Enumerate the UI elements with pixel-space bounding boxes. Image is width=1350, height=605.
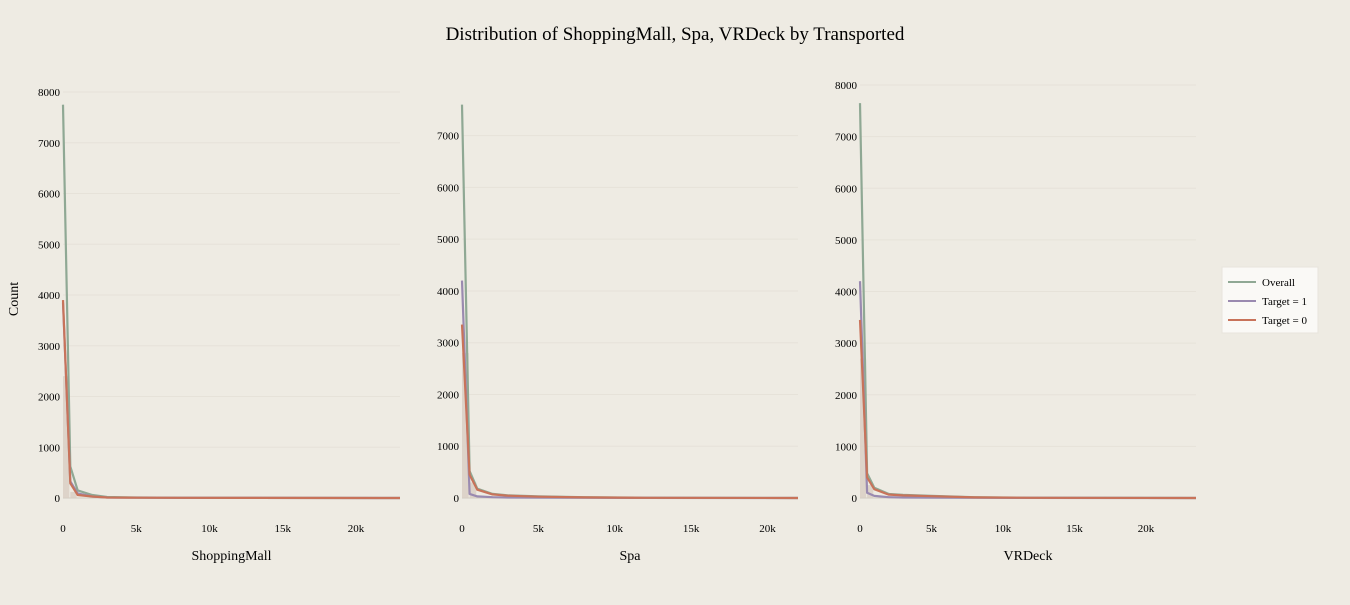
- y-tick-label: 0: [852, 493, 858, 505]
- y-tick-label: 3000: [835, 338, 858, 350]
- x-tick-label: 20k: [348, 523, 365, 535]
- subplot-shoppingmall: 0 1000 2000 3000 4000 5000 6000 7000 8000 0 5k 10k 1…: [38, 87, 401, 564]
- subplot-vrdeck: 0 1000 2000 3000 4000 5000 6000 7000 8000 0 5k 10k 1…: [835, 80, 1197, 564]
- y-tick-label: 3000: [38, 341, 61, 353]
- y-tick-label: 2000: [835, 390, 858, 402]
- y-tick-label: 5000: [38, 239, 61, 251]
- series-line-overall: [460, 104, 799, 500]
- x-tick-label: 10k: [995, 523, 1012, 535]
- histogram-bar: [462, 353, 469, 498]
- y-tick-label: 5000: [437, 234, 460, 246]
- x-tick-label: 10k: [201, 523, 218, 535]
- y-tick-label: 1000: [835, 441, 858, 453]
- histogram-bar: [469, 482, 477, 498]
- y-tick-label: 2000: [437, 389, 460, 401]
- x-tick-label: 20k: [759, 523, 776, 535]
- x-tick-label: 5k: [131, 523, 143, 535]
- x-tick-label: 0: [857, 523, 863, 535]
- x-tick-label: 20k: [1138, 523, 1155, 535]
- y-tick-label: 4000: [437, 286, 460, 298]
- y-tick-label: 8000: [38, 87, 61, 99]
- x-tick-label: 15k: [1066, 523, 1083, 535]
- x-tick-label: 0: [459, 523, 465, 535]
- y-axis-label: Count: [7, 282, 22, 316]
- series-line-overall: [61, 104, 401, 500]
- y-tick-label: 1000: [38, 442, 61, 454]
- series-line-target-1: [61, 302, 401, 500]
- y-tick-label: 8000: [835, 80, 858, 92]
- x-tick-label: 15k: [275, 523, 292, 535]
- y-tick-label: 6000: [835, 183, 858, 195]
- y-tick-label: 0: [55, 493, 61, 505]
- x-tick-label: 15k: [683, 523, 700, 535]
- y-tick-label: 5000: [835, 235, 858, 247]
- x-axis-label: ShoppingMall: [191, 549, 271, 564]
- series-line-target-0: [61, 300, 401, 500]
- series-line-target-1: [460, 280, 799, 500]
- subplot-spa: 0 1000 2000 3000 4000 5000 6000 7000 0 5k 10k 15k 20…: [437, 104, 799, 564]
- x-axis-label: Spa: [620, 549, 642, 564]
- legend: Overall Target = 1 Target = 0: [1221, 266, 1319, 334]
- x-tick-label: 5k: [533, 523, 545, 535]
- x-axis-label: VRDeck: [1004, 549, 1053, 564]
- x-tick-label: 0: [60, 523, 66, 535]
- histogram-bar: [70, 491, 77, 498]
- y-tick-label: 7000: [437, 131, 460, 143]
- legend-label: Overall: [1262, 277, 1295, 289]
- y-tick-label: 6000: [38, 189, 61, 201]
- y-tick-label: 0: [454, 493, 460, 505]
- legend-label: Target = 0: [1262, 315, 1307, 327]
- series-line-target-0: [858, 319, 1197, 500]
- histogram-bar: [867, 485, 874, 498]
- x-tick-label: 10k: [606, 523, 623, 535]
- y-tick-label: 3000: [437, 338, 460, 350]
- chart-title: Distribution of ShoppingMall, Spa, VRDec…: [446, 24, 905, 45]
- histogram-bar: [63, 376, 70, 498]
- y-tick-label: 7000: [835, 132, 858, 144]
- y-tick-label: 4000: [835, 287, 858, 299]
- subplot-panels: 0 1000 2000 3000 4000 5000 6000 7000 8000 0 5k 10k 1…: [38, 80, 1197, 564]
- y-tick-label: 7000: [38, 138, 61, 150]
- series-line-overall: [858, 103, 1197, 500]
- y-tick-label: 2000: [38, 392, 61, 404]
- x-tick-label: 5k: [926, 523, 938, 535]
- histogram-bar: [860, 358, 867, 498]
- y-tick-label: 4000: [38, 290, 61, 302]
- y-tick-label: 1000: [437, 441, 460, 453]
- y-tick-label: 6000: [437, 182, 460, 194]
- series-line-target-0: [460, 324, 799, 500]
- legend-label: Target = 1: [1262, 296, 1307, 308]
- series-line-target-1: [858, 281, 1197, 500]
